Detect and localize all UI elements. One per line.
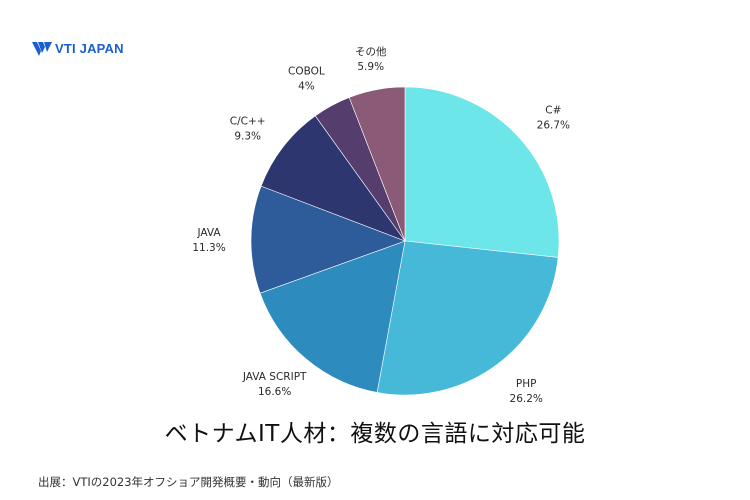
slice-category-label-4: C/C++ — [230, 115, 266, 127]
pie-slice-3 — [250, 185, 406, 294]
pie-slice-0 — [404, 86, 560, 258]
pie-chart: C# 26.7% PHP 26.2% JAVA SCRIPT 16.6% JAVA 11.3%… — [192, 45, 570, 405]
slice-category-label-5: COBOL — [288, 65, 325, 77]
slice-category-label-1: PHP — [516, 378, 537, 390]
logo-text: VTI JAPAN — [55, 41, 124, 56]
source-note: 出展：VTIの2023年オフショア開発概要・動向（最新版） — [38, 475, 339, 489]
slice-value-label-6: 5.9% — [357, 61, 384, 73]
slice-value-label-5: 4% — [298, 80, 315, 92]
slice-value-label-4: 9.3% — [234, 130, 261, 142]
slice-category-label-3: JAVA — [196, 227, 221, 239]
pie-slice-4 — [260, 115, 406, 242]
slice-category-label-0: C# — [545, 105, 561, 117]
slice-value-label-1: 26.2% — [510, 393, 543, 405]
vti-logo-icon — [32, 41, 52, 56]
vti-japan-logo: VTI JAPAN — [32, 41, 124, 56]
slice-value-label-0: 26.7% — [537, 120, 570, 132]
pie-slice-1 — [376, 240, 559, 396]
slice-category-label-2: JAVA SCRIPT — [242, 371, 307, 383]
slice-value-label-2: 16.6% — [258, 386, 291, 398]
slice-value-label-3: 11.3% — [192, 242, 225, 254]
pie-slice-6 — [348, 86, 406, 242]
slice-category-label-6: その他 — [355, 45, 387, 58]
chart-title: ベトナムIT人材：複数の言語に対応可能 — [164, 421, 586, 447]
pie-slice-2 — [259, 240, 406, 393]
